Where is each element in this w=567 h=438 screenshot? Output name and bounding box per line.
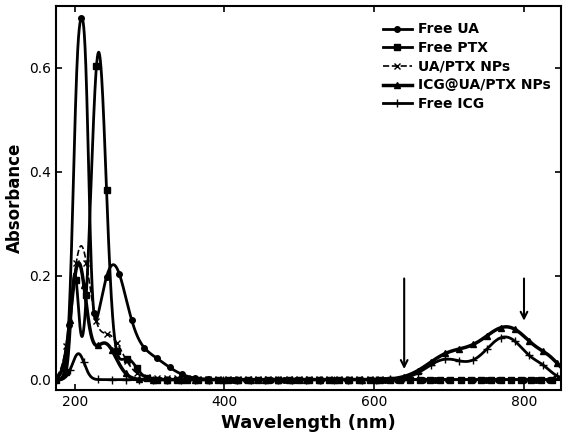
Free UA <box>543 377 550 382</box>
Legend: Free UA, Free PTX, UA/PTX NPs, ICG@UA/PTX NPs, Free ICG: Free UA, Free PTX, UA/PTX NPs, ICG@UA/PT… <box>378 17 556 116</box>
Free ICG <box>299 377 306 382</box>
Free ICG <box>285 377 292 382</box>
Free UA <box>544 377 551 382</box>
UA/PTX NPs <box>78 243 84 248</box>
Free PTX <box>78 334 85 339</box>
Free UA <box>451 377 458 382</box>
ICG@UA/PTX NPs <box>79 270 86 276</box>
Free PTX <box>544 377 551 382</box>
Free ICG <box>502 334 509 339</box>
ICG@UA/PTX NPs <box>75 260 82 265</box>
ICG@UA/PTX NPs <box>558 365 565 371</box>
Free UA <box>78 15 85 21</box>
UA/PTX NPs <box>299 377 306 382</box>
Line: UA/PTX NPs: UA/PTX NPs <box>53 243 564 382</box>
ICG@UA/PTX NPs <box>544 351 551 357</box>
Free PTX <box>299 377 306 382</box>
ICG@UA/PTX NPs <box>544 352 551 357</box>
Free PTX <box>285 377 292 382</box>
Line: Free UA: Free UA <box>53 15 564 382</box>
Free UA <box>299 377 306 382</box>
UA/PTX NPs <box>79 244 86 249</box>
ICG@UA/PTX NPs <box>217 377 224 382</box>
Free UA <box>285 377 292 382</box>
Free PTX <box>53 377 60 382</box>
X-axis label: Wavelength (nm): Wavelength (nm) <box>221 414 396 432</box>
ICG@UA/PTX NPs <box>285 377 292 382</box>
UA/PTX NPs <box>285 377 292 382</box>
UA/PTX NPs <box>451 377 458 382</box>
Line: Free PTX: Free PTX <box>53 49 564 382</box>
UA/PTX NPs <box>544 377 551 382</box>
ICG@UA/PTX NPs <box>299 377 306 382</box>
Line: Free ICG: Free ICG <box>52 333 566 384</box>
Free UA <box>79 15 86 21</box>
ICG@UA/PTX NPs <box>451 348 458 353</box>
Free ICG <box>544 366 551 371</box>
Free PTX <box>470 377 477 382</box>
Free ICG <box>164 377 171 382</box>
UA/PTX NPs <box>53 374 60 379</box>
UA/PTX NPs <box>543 377 550 382</box>
Free ICG <box>53 377 60 382</box>
Free PTX <box>558 377 565 382</box>
Free PTX <box>95 49 102 55</box>
Free PTX <box>544 377 551 382</box>
Free ICG <box>558 375 565 380</box>
UA/PTX NPs <box>558 377 565 382</box>
Y-axis label: Absorbance: Absorbance <box>6 143 24 253</box>
Free PTX <box>451 377 458 382</box>
ICG@UA/PTX NPs <box>53 376 60 381</box>
Free ICG <box>78 355 85 360</box>
Free UA <box>53 377 60 382</box>
Free ICG <box>544 366 551 371</box>
Free UA <box>558 377 565 382</box>
Line: ICG@UA/PTX NPs: ICG@UA/PTX NPs <box>53 260 564 382</box>
Free ICG <box>451 357 458 362</box>
